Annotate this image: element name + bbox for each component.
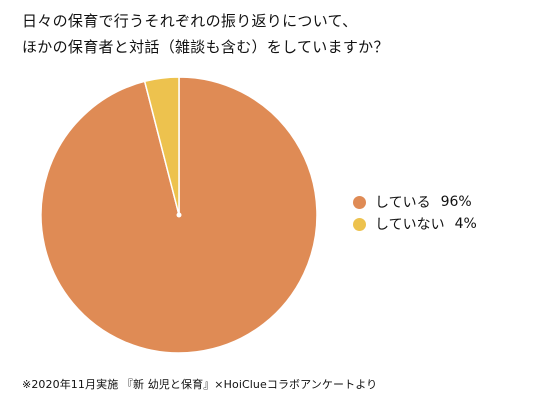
chart-legend: している 96% していない 4% bbox=[353, 191, 477, 235]
legend-label-doing: している bbox=[375, 195, 431, 211]
footnote: ※2020年11月実施 『新 幼児と保育』×HoiClueコラボアンケートより bbox=[22, 378, 378, 391]
chart-title-line-2: ほかの保育者と対話（雑談も含む）をしていますか？ bbox=[22, 38, 389, 56]
legend-value-doing: 96% bbox=[440, 194, 472, 210]
legend-item-not-doing: していない 4% bbox=[353, 213, 477, 235]
chart-title-line-1: 日々の保育で行うそれぞれの振り返りについて、 bbox=[22, 12, 358, 30]
legend-value-not-doing: 4% bbox=[454, 216, 477, 232]
legend-swatch-doing bbox=[353, 195, 366, 209]
pie-slice-not-doing bbox=[143, 76, 180, 216]
chart-title: 日々の保育で行うそれぞれの振り返りについて、 ほかの保育者と対話（雑談も含む）を… bbox=[22, 8, 542, 60]
pie-center-dot bbox=[176, 212, 182, 218]
legend-swatch-not-doing bbox=[353, 217, 366, 231]
legend-label-not-doing: していない bbox=[375, 217, 445, 233]
legend-item-doing: している 96% bbox=[353, 191, 477, 213]
